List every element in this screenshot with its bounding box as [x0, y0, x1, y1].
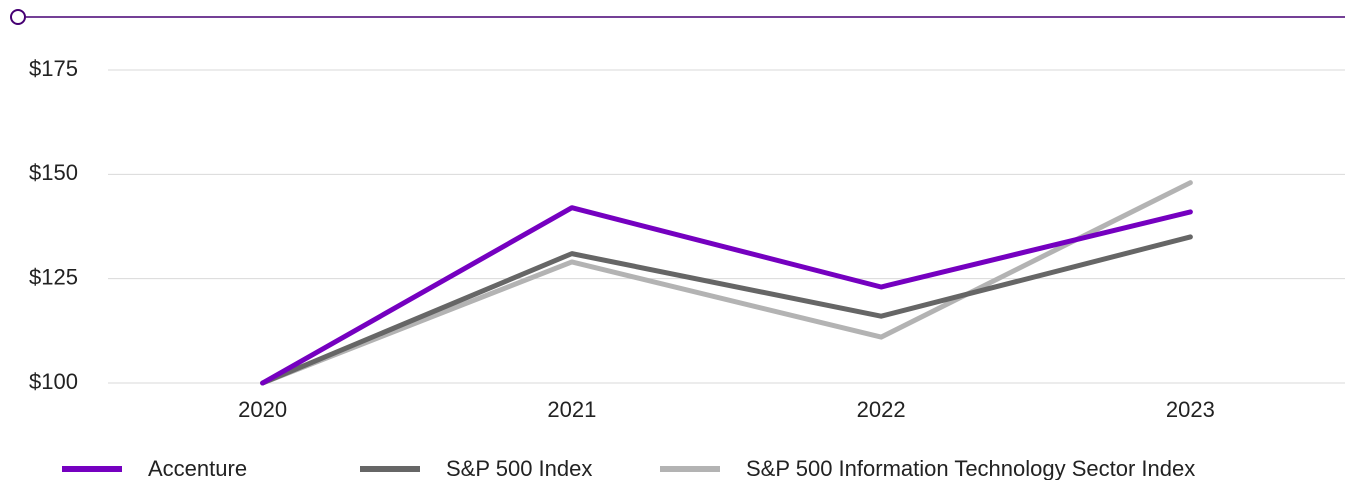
- x-tick-label: 2023: [1166, 397, 1215, 422]
- y-tick-label: $100: [29, 369, 78, 394]
- x-tick-label: 2020: [238, 397, 287, 422]
- y-tick-label: $175: [29, 56, 78, 81]
- y-tick-label: $125: [29, 264, 78, 289]
- series-line: [260, 180, 1193, 386]
- x-tick-label: 2022: [857, 397, 906, 422]
- legend-label: S&P 500 Index: [446, 456, 592, 480]
- series-line: [260, 234, 1193, 386]
- legend-label: Accenture: [148, 456, 247, 480]
- header-marker: [10, 9, 26, 25]
- x-tick-label: 2021: [547, 397, 596, 422]
- legend-label: S&P 500 Information Technology Sector In…: [746, 456, 1195, 480]
- series-line: [260, 205, 1193, 386]
- y-tick-label: $150: [29, 160, 78, 185]
